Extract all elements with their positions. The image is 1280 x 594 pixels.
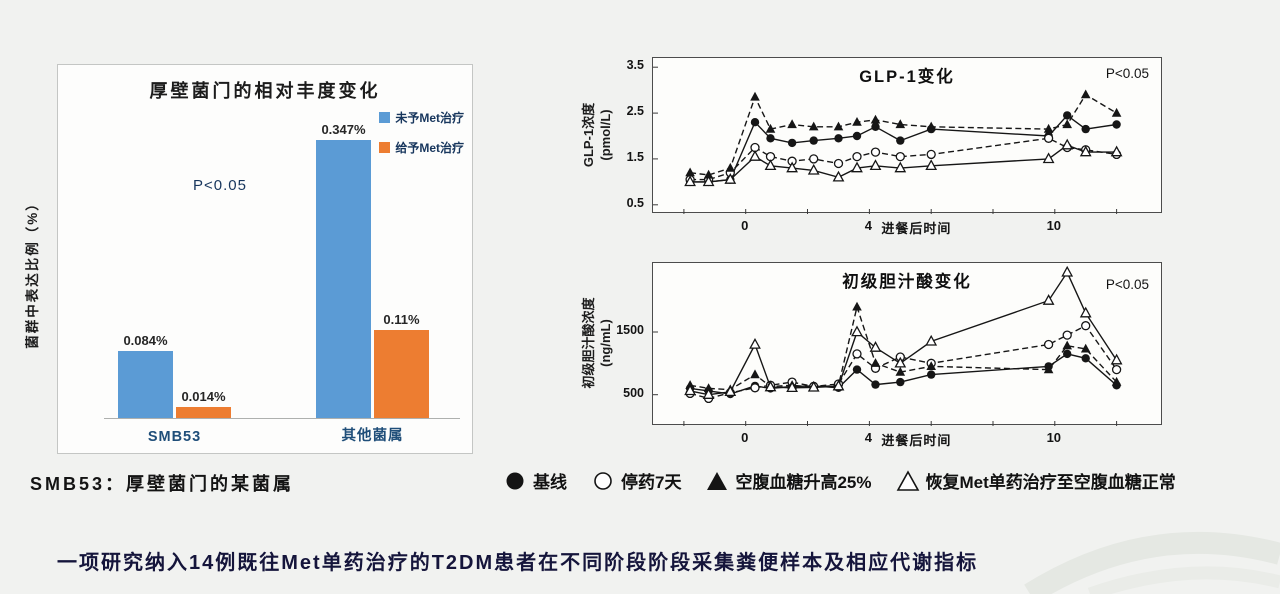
marker-legend: 基线 停药7天 空腹血糖升高25% 恢复Met单药治疗至空腹血糖正常 <box>503 468 1176 493</box>
bar-with-label: 0.347% <box>316 122 371 418</box>
bar-group: 0.347% 0.11% 其他菌属 <box>316 122 429 444</box>
glp1-plot-svg <box>653 66 1123 214</box>
blue-swatch-icon <box>379 112 391 123</box>
bar-chart-p-value: P<0.05 <box>193 177 247 194</box>
y-tick-label: 1.5 <box>626 149 644 164</box>
bar-group: 0.084% 0.014% SMB53 <box>118 333 231 445</box>
x-axis-label: 进餐后时间 <box>881 221 952 236</box>
open-circle-icon <box>594 471 612 490</box>
bar-chart-legend: 未予Met治疗 给予Met治疗 <box>379 109 464 156</box>
legend-item-baseline: 基线 <box>503 468 567 493</box>
legend-label-no-met: 未予Met治疗 <box>395 111 464 125</box>
legend-item-recover: 恢复Met单药治疗至空腹血糖正常 <box>896 468 1176 493</box>
y-axis-label-line: (ng/mL) <box>598 319 613 367</box>
x-tick-label: 0 <box>741 218 749 233</box>
glp1-p-value: P<0.05 <box>1105 66 1149 81</box>
y-tick-label: 3.5 <box>626 58 644 73</box>
x-tick-label: 10 <box>1046 430 1062 445</box>
legend-label-fpg-up: 空腹血糖升高25% <box>735 473 872 492</box>
study-caption: 一项研究纳入14例既往Met单药治疗的T2DM患者在不同阶段阶段采集粪便样本及相… <box>57 552 979 574</box>
bar-chart-title: 厚壁菌门的相对丰度变化 <box>149 81 381 101</box>
smb53-footnote: SMB53：厚壁菌门的某菌属 <box>30 474 295 494</box>
open-triangle-icon <box>896 469 919 491</box>
legend-item-fpg-up: 空腹血糖升高25% <box>705 468 872 493</box>
glp1-chart-title: GLP-1变化 <box>859 68 955 86</box>
x-tick-label: 4 <box>864 430 872 445</box>
bar-category-label: 其他菌属 <box>341 428 404 444</box>
bile-acid-chart-title: 初级胆汁酸变化 <box>842 273 972 291</box>
y-tick-label: 2.5 <box>626 104 644 119</box>
bar-treated <box>374 330 429 418</box>
x-tick-label: 0 <box>741 430 749 445</box>
bar-plot-area: 0.084% 0.014% SMB53 0.347% 0.11% 其他菌属 <box>104 122 460 445</box>
legend-item-met: 给予Met治疗 <box>379 139 464 156</box>
bile-acid-chart: 初级胆汁酸变化 P<0.05 <box>652 262 1162 426</box>
bar-untreated <box>118 351 173 418</box>
bar-value-label: 0.11% <box>383 312 420 327</box>
bar-with-label: 0.11% <box>374 312 429 418</box>
filled-circle-icon <box>506 472 524 489</box>
bar-value-label: 0.014% <box>181 389 226 404</box>
orange-swatch-icon <box>379 142 391 153</box>
y-tick-label: 500 <box>623 385 644 400</box>
bar-y-axis-label: 菌群中表达比例（%） <box>25 195 40 349</box>
filled-triangle-icon <box>707 471 728 490</box>
x-tick-label: 10 <box>1046 218 1062 233</box>
y-axis-label-line: 初级胆汁酸浓度 <box>581 297 597 389</box>
y-tick-label: 0.5 <box>626 195 644 210</box>
legend-item-stop7: 停药7天 <box>591 468 681 493</box>
bile-acid-plot-svg <box>653 265 1123 426</box>
y-tick-label: 1500 <box>616 322 644 337</box>
bar-chart-panel: 厚壁菌门的相对丰度变化 未予Met治疗 给予Met治疗 P<0.05 0.084… <box>57 64 473 454</box>
legend-label-baseline: 基线 <box>533 473 567 492</box>
bar-with-label: 0.014% <box>176 389 231 418</box>
bar-untreated <box>316 140 371 418</box>
bile-acid-y-axis-label: 初级胆汁酸浓度 (ng/mL) <box>581 297 615 388</box>
bile-acid-p-value: P<0.05 <box>1105 277 1149 292</box>
legend-label-stop7: 停药7天 <box>621 473 682 492</box>
glp1-chart: GLP-1变化 P<0.05 <box>652 57 1162 214</box>
bar-value-label: 0.347% <box>321 122 366 137</box>
legend-label-recover: 恢复Met单药治疗至空腹血糖正常 <box>925 473 1176 492</box>
bar-treated <box>176 407 231 418</box>
watermark-decoration <box>1024 531 1280 594</box>
legend-item-no-met: 未予Met治疗 <box>379 109 464 126</box>
bar-category-label: SMB53 <box>147 429 202 445</box>
x-tick-label: 4 <box>864 218 872 233</box>
y-axis-label-line: GLP-1浓度 <box>581 102 597 168</box>
bar-with-label: 0.084% <box>118 333 173 418</box>
bar-value-label: 0.084% <box>123 333 168 348</box>
x-axis-label: 进餐后时间 <box>881 433 952 448</box>
legend-label-met: 给予Met治疗 <box>395 141 464 155</box>
